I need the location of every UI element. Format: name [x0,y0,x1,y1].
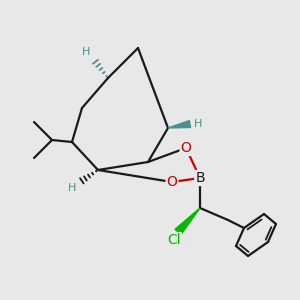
Text: H: H [68,183,76,193]
Text: B: B [195,171,205,185]
Polygon shape [168,121,190,128]
Text: H: H [194,119,202,129]
Text: Cl: Cl [167,233,181,247]
Text: H: H [82,47,90,57]
Text: O: O [167,175,177,189]
Text: O: O [181,141,191,155]
Polygon shape [175,208,200,235]
